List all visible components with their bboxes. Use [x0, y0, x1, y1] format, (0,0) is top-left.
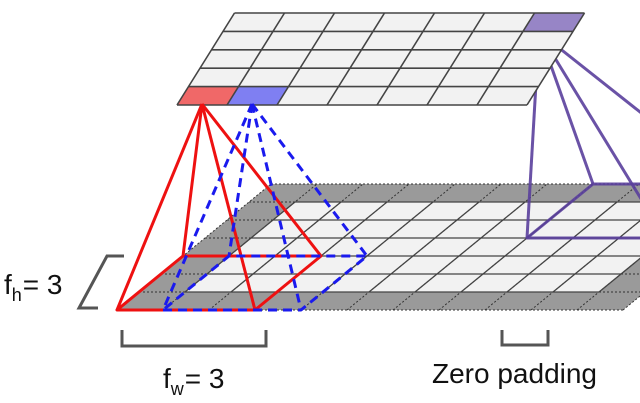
receptive-field-edge: [250, 103, 303, 311]
output-layer-grid: [176, 12, 586, 106]
receptive-field-edge: [181, 103, 204, 257]
output-grid-line: [526, 12, 586, 106]
fw-bracket: [120, 330, 268, 348]
receptive-field-base: [161, 254, 369, 312]
input-layer-grid: [116, 183, 640, 311]
receptive-field-edge: [161, 103, 254, 311]
output-grid-line: [226, 12, 286, 106]
purple-output-cell: [523, 13, 585, 32]
input-grid-line: [368, 201, 480, 293]
fh-bracket: [76, 254, 124, 310]
receptive-field-edge: [250, 103, 369, 257]
receptive-field-edge: [538, 30, 640, 114]
input-grid-line: [598, 257, 640, 293]
red-output-cell: [177, 86, 239, 105]
zero-padding-label: Zero padding: [432, 358, 597, 389]
fh-label: fh= 3: [4, 269, 63, 305]
blue-output-cell: [227, 86, 289, 105]
blue-receptive-field: [161, 103, 369, 312]
output-grid-line: [376, 12, 436, 106]
input-grid-line: [506, 201, 618, 293]
input-area: [185, 202, 640, 292]
receptive-field-edge: [227, 103, 254, 257]
output-grid-line: [476, 12, 536, 106]
input-grid-line: [230, 201, 342, 293]
receptive-field-base: [525, 182, 640, 240]
zero-padding-bracket: [500, 330, 550, 347]
output-grid-line: [176, 12, 236, 106]
receptive-field-edge: [200, 103, 257, 311]
dimension-brackets: [76, 254, 550, 348]
receptive-field-edge: [200, 103, 323, 257]
output-grid-line: [276, 12, 336, 106]
receptive-field-edge: [115, 103, 204, 311]
output-grid-line: [426, 12, 486, 106]
fw-label: fw= 3: [163, 363, 224, 399]
input-grid-line: [552, 219, 640, 293]
input-grid-line: [322, 201, 434, 293]
receptive-field-edge: [537, 31, 640, 201]
output-grid-line: [326, 12, 386, 106]
input-grid-line: [414, 201, 526, 293]
output-area: [177, 13, 585, 105]
